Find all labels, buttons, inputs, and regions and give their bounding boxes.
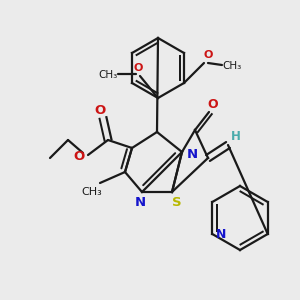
Text: S: S — [172, 196, 182, 209]
Text: N: N — [216, 229, 226, 242]
Text: O: O — [94, 103, 106, 116]
Text: CH₃: CH₃ — [222, 61, 242, 71]
Text: N: N — [186, 148, 198, 160]
Text: CH₃: CH₃ — [82, 187, 102, 197]
Text: H: H — [231, 130, 241, 143]
Text: N: N — [134, 196, 146, 209]
Text: O: O — [208, 98, 218, 110]
Text: O: O — [133, 63, 143, 73]
Text: O: O — [203, 50, 213, 60]
Text: O: O — [74, 149, 85, 163]
Text: CH₃: CH₃ — [98, 70, 118, 80]
